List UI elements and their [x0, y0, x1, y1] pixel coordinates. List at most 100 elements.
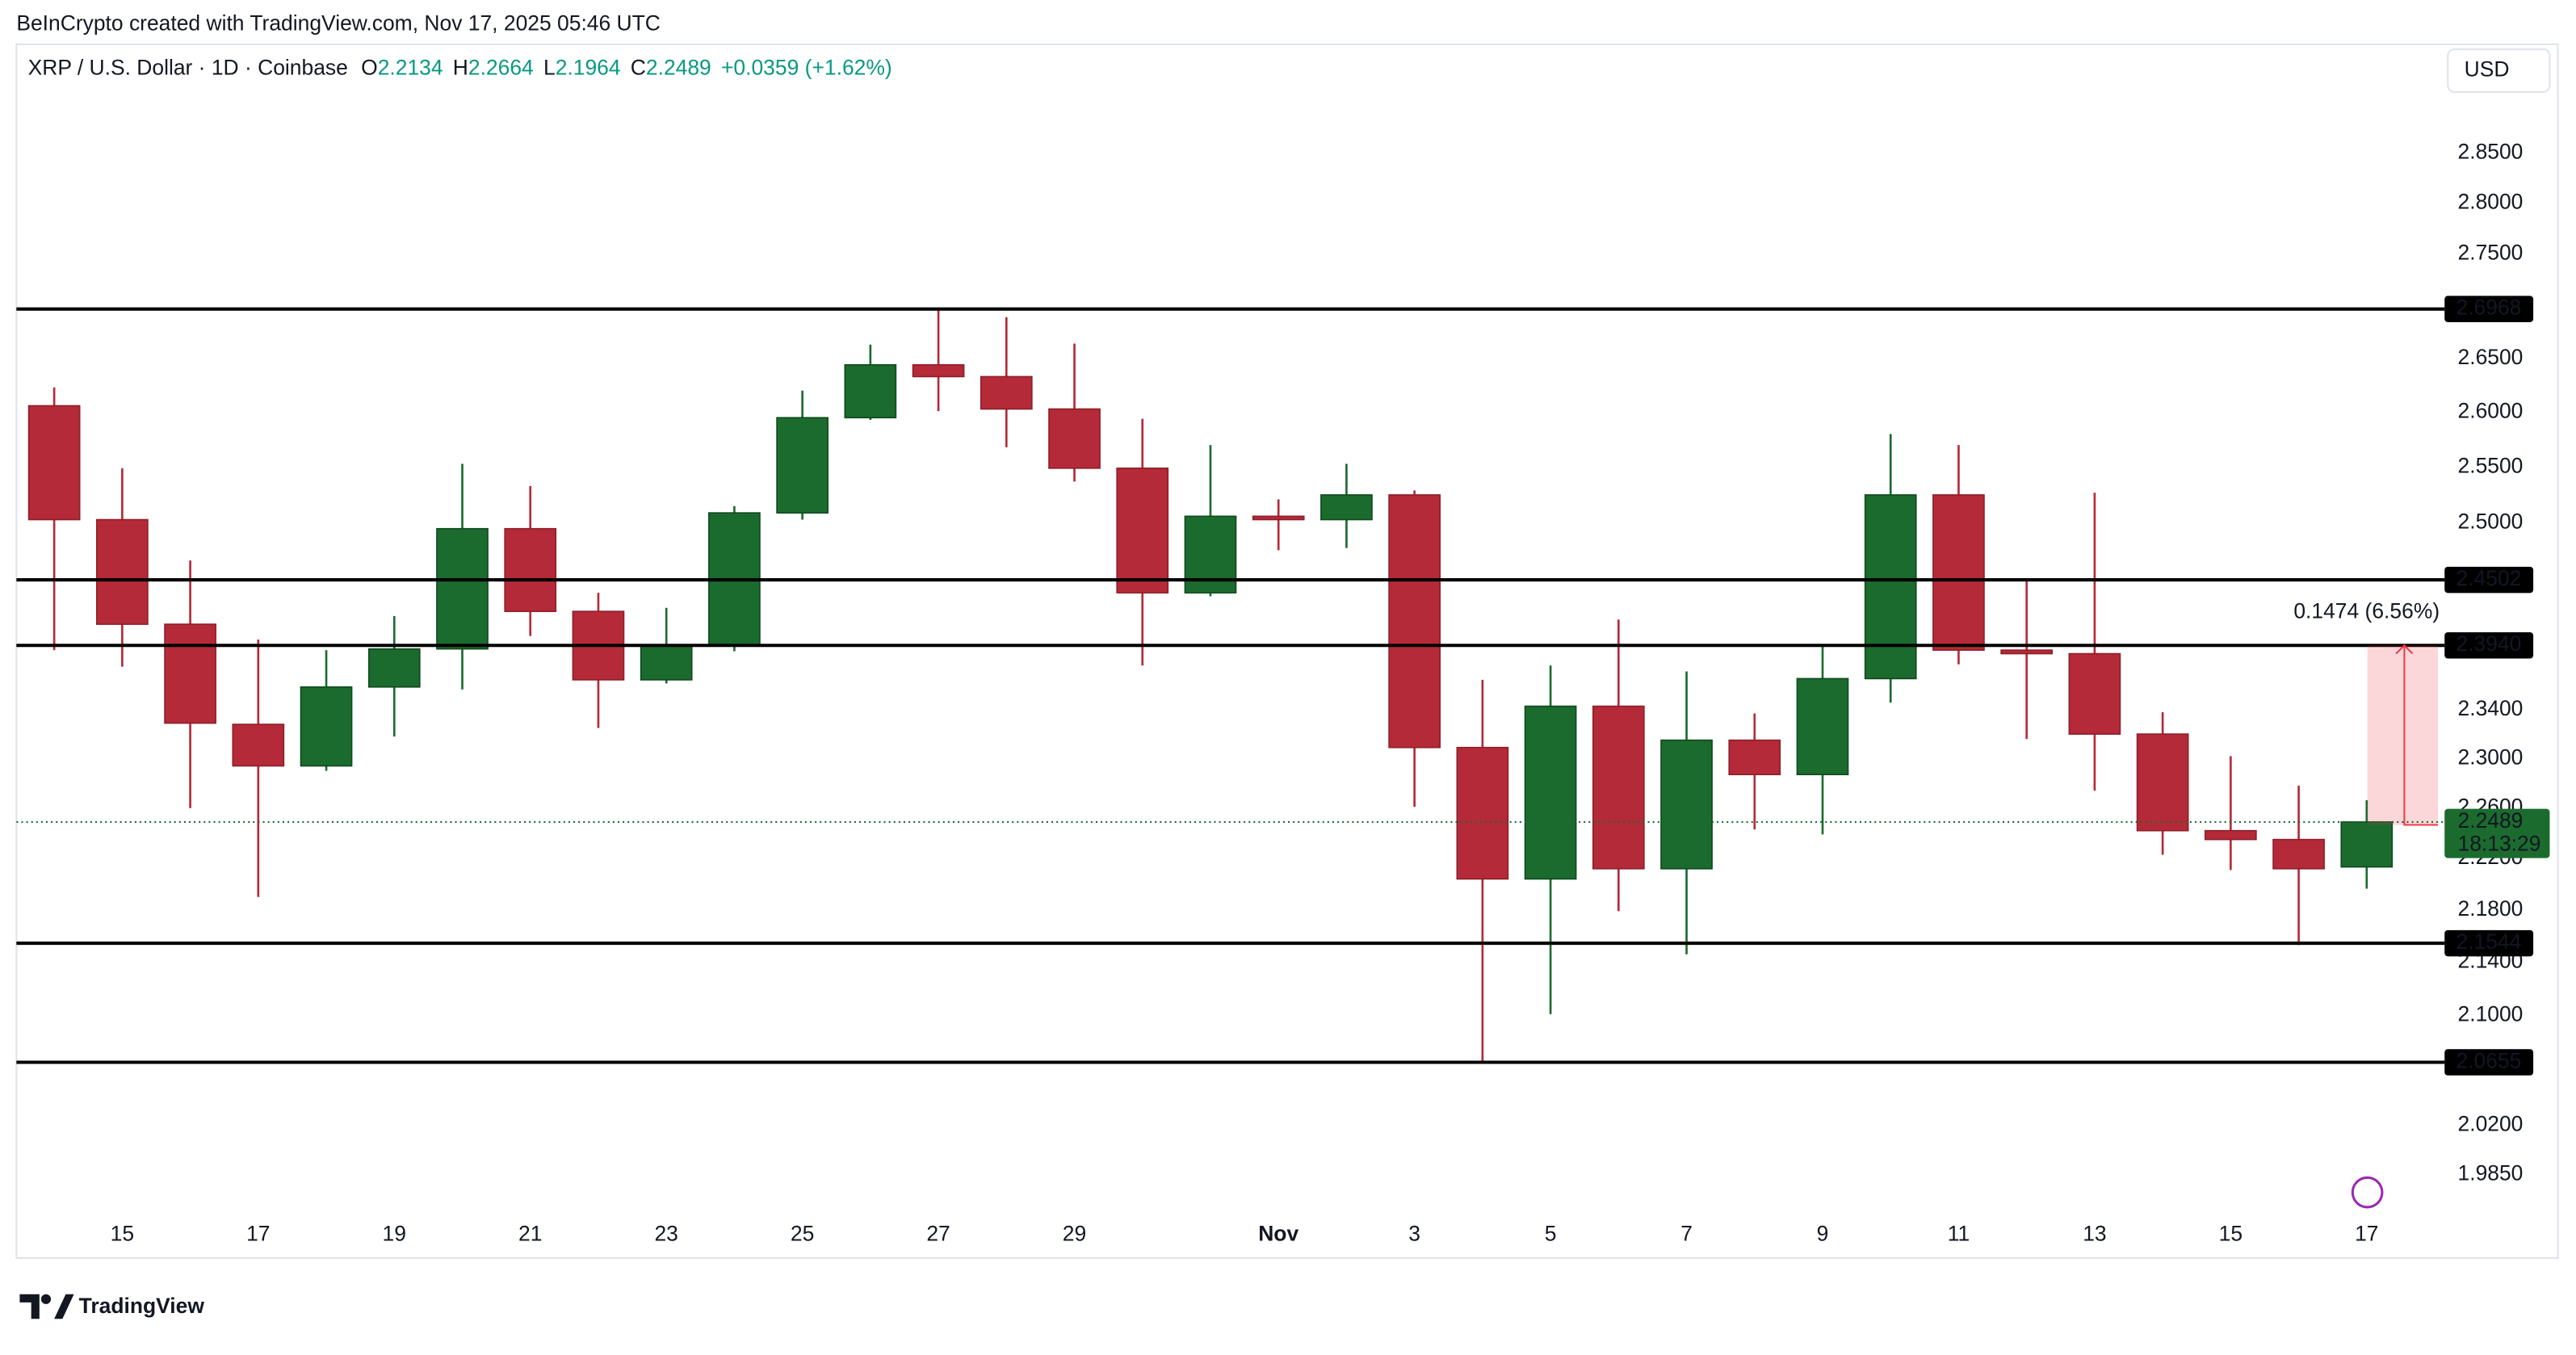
candle-body: [1048, 408, 1101, 469]
change: +0.0359 (+1.62%): [721, 55, 892, 79]
candle-body: [2068, 652, 2121, 735]
attribution: BeInCrypto created with TradingView.com,…: [16, 10, 661, 35]
x-tick-label: Nov: [1258, 1222, 1298, 1246]
x-tick-label: 29: [1063, 1222, 1086, 1246]
candle-body: [367, 648, 421, 688]
y-tick-label: 2.1000: [2458, 1002, 2524, 1026]
ohlc-value: 2.2134: [378, 55, 443, 79]
level-label-box: [2444, 566, 2534, 594]
y-tick-label: 2.1800: [2458, 896, 2524, 921]
y-tick-label: 2.7500: [2458, 240, 2524, 264]
candle-body: [1116, 468, 1169, 594]
level-label: 2.1544: [2456, 929, 2521, 954]
candle-body: [1388, 494, 1441, 749]
level-label-box: [2444, 631, 2534, 659]
candle-body: [164, 623, 216, 724]
candle-body: [640, 644, 693, 681]
candle-body: [1660, 739, 1713, 870]
x-tick-label: 23: [654, 1222, 678, 1246]
candle-body: [300, 686, 353, 767]
logo-shape: [19, 1294, 40, 1319]
ohlc-label: C: [631, 55, 646, 79]
candle-body: [1932, 494, 1985, 651]
price-label: 2.2489: [2458, 808, 2524, 833]
x-tick-label: 15: [2219, 1222, 2242, 1246]
candle-body: [2340, 821, 2393, 868]
y-tick-label: 2.6000: [2458, 399, 2524, 423]
brand: TradingView: [79, 1294, 205, 1318]
measure-box: [2367, 645, 2439, 825]
price-box: [2444, 808, 2550, 858]
candle-body: [2205, 829, 2257, 841]
x-tick-label: 17: [246, 1222, 270, 1246]
candle-body: [232, 724, 285, 767]
header: XRP / U.S. Dollar · 1D · Coinbase O2.2134…: [28, 55, 892, 79]
candle-body: [776, 417, 829, 514]
x-tick-label: 11: [1948, 1222, 1970, 1246]
x-tick-label: 17: [2355, 1222, 2378, 1246]
y-tick-label: 2.8500: [2458, 139, 2524, 163]
candle-body: [1864, 494, 1917, 680]
x-tick-label: 9: [1817, 1222, 1829, 1246]
level-label: 2.3940: [2456, 631, 2521, 656]
y-tick-label: 2.5500: [2458, 453, 2524, 477]
currency-box: [2447, 48, 2551, 93]
x-tick-label: 21: [518, 1222, 542, 1246]
y-tick-label: 1.9850: [2458, 1161, 2524, 1185]
y-tick-label: 2.5000: [2458, 510, 2524, 534]
countdown: 18:13:29: [2458, 831, 2541, 855]
x-tick-label: 7: [1680, 1222, 1693, 1246]
candle-body: [912, 364, 965, 378]
candle-body: [980, 375, 1033, 410]
candle-body: [27, 405, 81, 521]
x-tick-label: 25: [791, 1222, 814, 1246]
x-tick-label: 5: [1545, 1222, 1557, 1246]
logo-shape: [54, 1294, 74, 1319]
y-tick-label: 2.6500: [2458, 345, 2524, 369]
level-label-box: [2444, 929, 2534, 957]
x-tick-label: 13: [2083, 1222, 2106, 1246]
candle-body: [2000, 649, 2054, 655]
level-label: 2.0655: [2456, 1048, 2521, 1072]
x-tick-label: 19: [383, 1222, 406, 1246]
candle-body: [844, 364, 897, 419]
candle-body: [1728, 739, 1781, 775]
ohlc-value: 2.2489: [646, 55, 711, 79]
ohlc-value: 2.2664: [468, 55, 534, 79]
frame: [15, 43, 2559, 1260]
ohlc-label: H: [453, 55, 468, 79]
level-label-box: [2444, 296, 2534, 322]
x-tick-label: 3: [1408, 1222, 1420, 1246]
level-label-box: [2444, 1049, 2534, 1076]
level-label: 2.4502: [2456, 566, 2521, 590]
y-tick-label: 2.3000: [2458, 745, 2524, 769]
currency: USD: [2465, 57, 2510, 81]
x-tick-label: 15: [111, 1222, 134, 1246]
candle-body: [1524, 705, 1577, 880]
y-tick-label: 2.8000: [2458, 189, 2524, 213]
logo-shape: [40, 1294, 52, 1304]
candle-body: [504, 527, 557, 612]
brand-logo: [19, 1294, 74, 1319]
measure-arrow: [2395, 644, 2414, 655]
candle-body: [1592, 705, 1645, 870]
candle-body: [436, 527, 489, 650]
candle-body: [2272, 838, 2325, 870]
symbol: XRP / U.S. Dollar · 1D · Coinbase: [28, 55, 348, 79]
candle-body: [96, 518, 149, 625]
ohlc-value: 2.1964: [556, 55, 621, 79]
candle-body: [1796, 678, 1849, 775]
candle-body: [2136, 733, 2189, 832]
candle-body: [1252, 515, 1305, 521]
y-tick-label: 2.3400: [2458, 696, 2524, 720]
measure-label: 0.1474 (6.56%): [2293, 599, 2440, 623]
ohlc-label: O: [361, 55, 378, 79]
icon: [2351, 1176, 2384, 1209]
x-tick-label: 27: [926, 1222, 950, 1246]
candle-body: [1456, 746, 1509, 880]
candle-body: [1320, 494, 1373, 521]
ohlc-label: L: [543, 55, 556, 79]
